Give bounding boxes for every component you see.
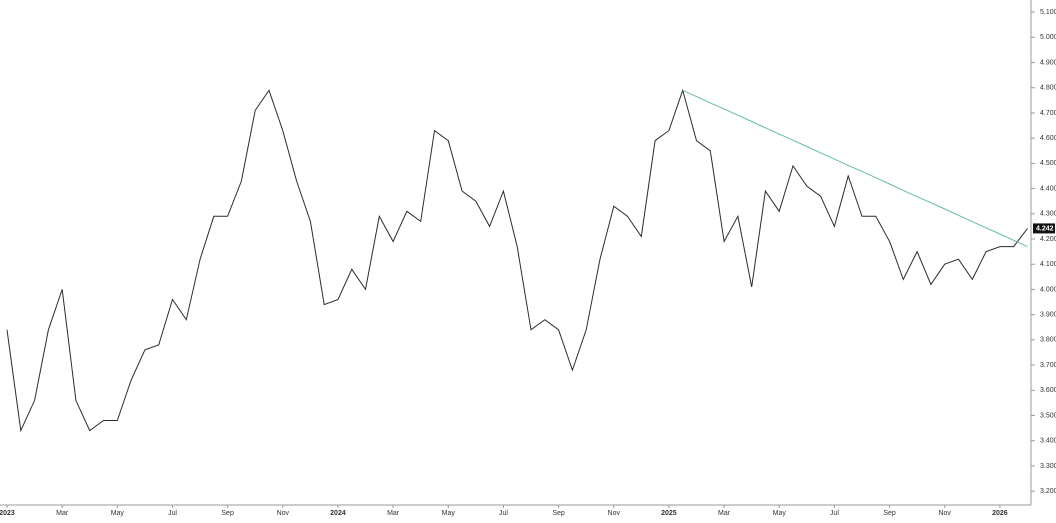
x-tick-label: Nov	[938, 510, 951, 517]
y-tick-label: 4.500	[1040, 160, 1056, 167]
y-tick-label: 4.800	[1040, 85, 1056, 92]
y-tick-label: 4.700	[1040, 110, 1056, 117]
y-tick-label: 3.400	[1040, 438, 1056, 445]
last-value-label: 4.242	[1036, 225, 1054, 232]
x-tick-label: Sep	[883, 510, 896, 517]
y-tick-label: 4.300	[1040, 211, 1056, 218]
x-tick-label: Nov	[608, 510, 621, 517]
x-tick-label: 2023	[0, 510, 15, 517]
x-tick-label: Sep	[552, 510, 565, 517]
y-tick-label: 4.600	[1040, 135, 1056, 142]
x-tick-label: Sep	[221, 510, 234, 517]
y-tick-label: 3.200	[1040, 488, 1056, 495]
x-tick-label: Mar	[718, 510, 731, 517]
y-tick-label: 4.400	[1040, 185, 1056, 192]
y-tick-label: 4.000	[1040, 286, 1056, 293]
x-tick-label: May	[111, 510, 125, 517]
y-tick-label: 3.500	[1040, 412, 1056, 419]
x-tick-label: 2025	[661, 510, 677, 517]
y-tick-label: 3.700	[1040, 362, 1056, 369]
y-tick-label: 4.900	[1040, 59, 1056, 66]
y-tick-label: 5.100	[1040, 9, 1056, 16]
y-tick-label: 4.200	[1040, 236, 1056, 243]
trend-line	[682, 89, 1028, 248]
y-tick-label: 3.300	[1040, 463, 1056, 470]
x-tick-label: May	[773, 510, 787, 517]
x-tick-label: Mar	[387, 510, 400, 517]
y-tick-label: 5.000	[1040, 34, 1056, 41]
x-tick-label: Jul	[499, 510, 508, 517]
x-tick-label: Jul	[168, 510, 177, 517]
x-tick-label: 2026	[992, 510, 1008, 517]
x-tick-label: May	[442, 510, 456, 517]
y-tick-label: 4.100	[1040, 261, 1056, 268]
y-tick-label: 3.600	[1040, 387, 1056, 394]
y-tick-label: 3.900	[1040, 311, 1056, 318]
last-value-box	[1033, 223, 1055, 234]
x-tick-label: Nov	[277, 510, 290, 517]
price-line	[6, 88, 1028, 433]
y-tick-label: 3.800	[1040, 337, 1056, 344]
x-tick-label: Jul	[830, 510, 839, 517]
x-tick-label: 2024	[330, 510, 346, 517]
x-tick-label: Mar	[56, 510, 69, 517]
